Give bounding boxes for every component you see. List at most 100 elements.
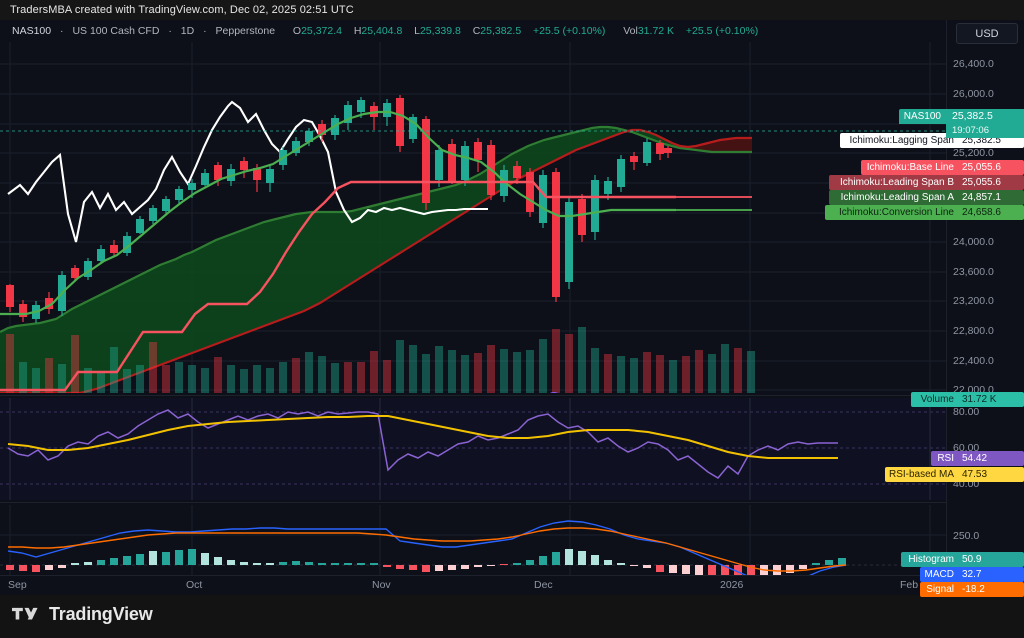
legend-sep-1: · (60, 25, 64, 37)
time-tick: 2026 (720, 579, 744, 591)
last-price-tag[interactable]: 25,382.5 19:07:06 (946, 109, 1024, 138)
ichimoku-lagging-span (7, 100, 488, 243)
macd-plot (0, 505, 946, 593)
candle (214, 162, 222, 186)
legend-volume-change: +25.5 (+0.10%) (685, 25, 759, 37)
time-tick: Oct (186, 579, 203, 591)
candle (435, 145, 443, 187)
tag-label: Ichimoku:Lagging Span (840, 133, 958, 148)
pane-separator-rsi[interactable] (0, 395, 946, 396)
candle (123, 232, 131, 256)
tag-ichimoku-conversion-line[interactable]: Ichimoku:Conversion Line 24,658.6 (825, 205, 1024, 220)
candle (396, 95, 404, 152)
last-price-tag-name[interactable]: NAS100 (898, 109, 946, 124)
chart-container[interactable]: NAS100 · US 100 Cash CFD · 1D · Pepperst… (0, 20, 1024, 597)
chart-legend[interactable]: NAS100 · US 100 Cash CFD · 1D · Pepperst… (0, 20, 946, 42)
legend-change: +25.5 (+0.10%) (533, 25, 606, 37)
price-axis[interactable]: 26,400.0 26,000.0 25,600.0 25,200.0 24,8… (946, 20, 1024, 595)
ichimoku-cloud-bearish (688, 138, 752, 152)
pane-separator-macd[interactable] (0, 502, 946, 503)
candle (656, 140, 664, 160)
tag-value: 25,055.6 (958, 175, 1024, 190)
legend-open-value: 25,372.4 (301, 25, 342, 37)
candle (552, 168, 560, 302)
tag-label: RSI-based MA (885, 467, 958, 482)
legend-volume-label: Vol (623, 25, 638, 37)
macd-signal-line (8, 527, 847, 572)
tag-label: Ichimoku:Leading Span B (829, 175, 958, 190)
tag-ichimoku-leading-span-a[interactable]: Ichimoku:Leading Span A 24,857.1 (829, 190, 1024, 205)
ichimoku-base-line (0, 180, 676, 392)
candle (565, 198, 573, 289)
tradingview-logo[interactable]: TradingView (12, 604, 153, 625)
candle (201, 169, 209, 186)
axis-tick: 24,000.0 (953, 236, 994, 248)
legend-close-label: C (472, 25, 481, 37)
tag-value: 24,857.1 (958, 190, 1024, 205)
candle (578, 194, 586, 242)
currency-badge[interactable]: USD (956, 23, 1018, 44)
rsi-ma-line (7, 415, 838, 459)
candle (6, 284, 14, 312)
tag-rsi[interactable]: RSI 54.42 (931, 451, 1024, 466)
time-axis[interactable]: Sep Oct Nov Dec 2026 Feb (0, 575, 1024, 595)
footer-bar: TradingView (0, 595, 1024, 638)
tag-ichimoku-base-line[interactable]: Ichimoku:Base Line 25,055.6 (861, 160, 1024, 175)
legend-volume-value: 31.72 K (637, 25, 675, 37)
macd-line (7, 520, 847, 584)
tag-label: Ichimoku:Conversion Line (825, 205, 958, 220)
candle (539, 170, 547, 228)
legend-interval[interactable]: 1D (180, 25, 195, 37)
candle (370, 102, 378, 130)
ichimoku-cloud-bullish (0, 127, 752, 393)
candle (19, 300, 27, 322)
candle (318, 120, 326, 142)
rsi-line (7, 409, 838, 479)
candle (664, 146, 672, 158)
candle (292, 137, 300, 156)
axis-tick: 22,400.0 (953, 355, 994, 367)
legend-sep-2: · (168, 25, 172, 37)
tag-label: RSI (931, 451, 958, 466)
time-tick: Feb (900, 579, 919, 591)
legend-open-label: O (292, 25, 302, 37)
candle (526, 168, 534, 217)
candle (240, 157, 248, 178)
candle (97, 245, 105, 264)
tag-histogram[interactable]: Histogram 50.9 (901, 552, 1024, 567)
legend-high-value: 25,404.8 (361, 25, 403, 37)
volume-histogram (6, 327, 755, 393)
tag-ichimoku-leading-span-b[interactable]: Ichimoku:Leading Span B 25,055.6 (829, 175, 1024, 190)
price-pane[interactable] (0, 42, 946, 393)
candle (643, 138, 651, 166)
rsi-pane[interactable] (0, 398, 946, 500)
candle (474, 138, 482, 172)
candle (136, 216, 144, 234)
tag-value: 31.72 K (958, 392, 1024, 407)
candle (409, 114, 417, 143)
axis-tick: 22,800.0 (953, 325, 994, 337)
legend-symbol[interactable]: NAS100 (12, 25, 52, 37)
last-price-countdown: 19:07:06 (946, 124, 1024, 138)
candle (175, 186, 183, 204)
tag-signal[interactable]: Signal -18.2 (920, 582, 1024, 597)
candle (448, 139, 456, 184)
tag-label: Ichimoku:Leading Span A (829, 190, 958, 205)
tag-value: -18.2 (958, 582, 1024, 597)
candle (266, 164, 274, 192)
tag-rsi-based-ma[interactable]: RSI-based MA 47.53 (885, 467, 1024, 482)
candle (71, 265, 79, 281)
axis-tick: 26,000.0 (953, 88, 994, 100)
tag-value: 24,658.6 (958, 205, 1024, 220)
candle (422, 116, 430, 210)
tag-value: 47.53 (958, 467, 1024, 482)
rsi-axis-tick: 80.00 (953, 406, 980, 418)
candle (84, 258, 92, 280)
legend-description: US 100 Cash CFD (72, 25, 160, 37)
tag-macd[interactable]: MACD 32.7 (920, 567, 1024, 582)
time-tick: Sep (8, 579, 27, 591)
tag-volume[interactable]: Volume 31.72 K (911, 392, 1024, 407)
macd-axis-tick: 250.0 (953, 530, 980, 542)
macd-pane[interactable] (0, 505, 946, 593)
tag-value: 32.7 (958, 567, 1024, 582)
